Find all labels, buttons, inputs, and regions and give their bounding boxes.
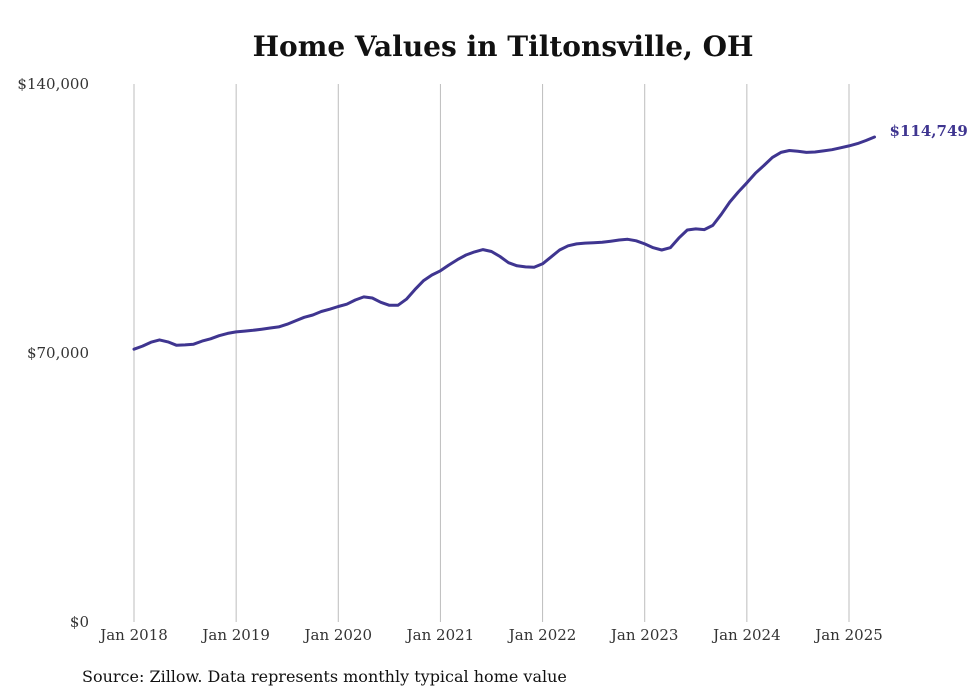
x-tick-label: Jan 2020: [303, 626, 373, 644]
chart-title: Home Values in Tiltonsville, OH: [252, 30, 754, 63]
y-tick-label: $0: [70, 613, 89, 631]
source-note: Source: Zillow. Data represents monthly …: [82, 667, 567, 686]
x-tick-label: Jan 2025: [813, 626, 883, 644]
x-tick-label: Jan 2019: [200, 626, 270, 644]
series-layer: [132, 135, 876, 351]
gridlines: [133, 84, 850, 622]
x-tick-label: Jan 2024: [711, 626, 781, 644]
end-value-label: $114,749: [890, 122, 968, 140]
x-tick-label: Jan 2021: [405, 626, 475, 644]
y-axis-ticks: $0 $70,000 $140,000: [17, 75, 89, 631]
y-tick-label: $140,000: [17, 75, 89, 93]
data-label-layer: $114,749: [890, 122, 968, 140]
x-axis-ticks: Jan 2018 Jan 2019 Jan 2020 Jan 2021 Jan 2022…: [98, 626, 883, 644]
series-line: [132, 135, 876, 351]
x-tick-label: Jan 2023: [609, 626, 679, 644]
x-tick-label: Jan 2018: [98, 626, 168, 644]
x-tick-label: Jan 2022: [507, 626, 577, 644]
y-tick-label: $70,000: [27, 344, 89, 362]
